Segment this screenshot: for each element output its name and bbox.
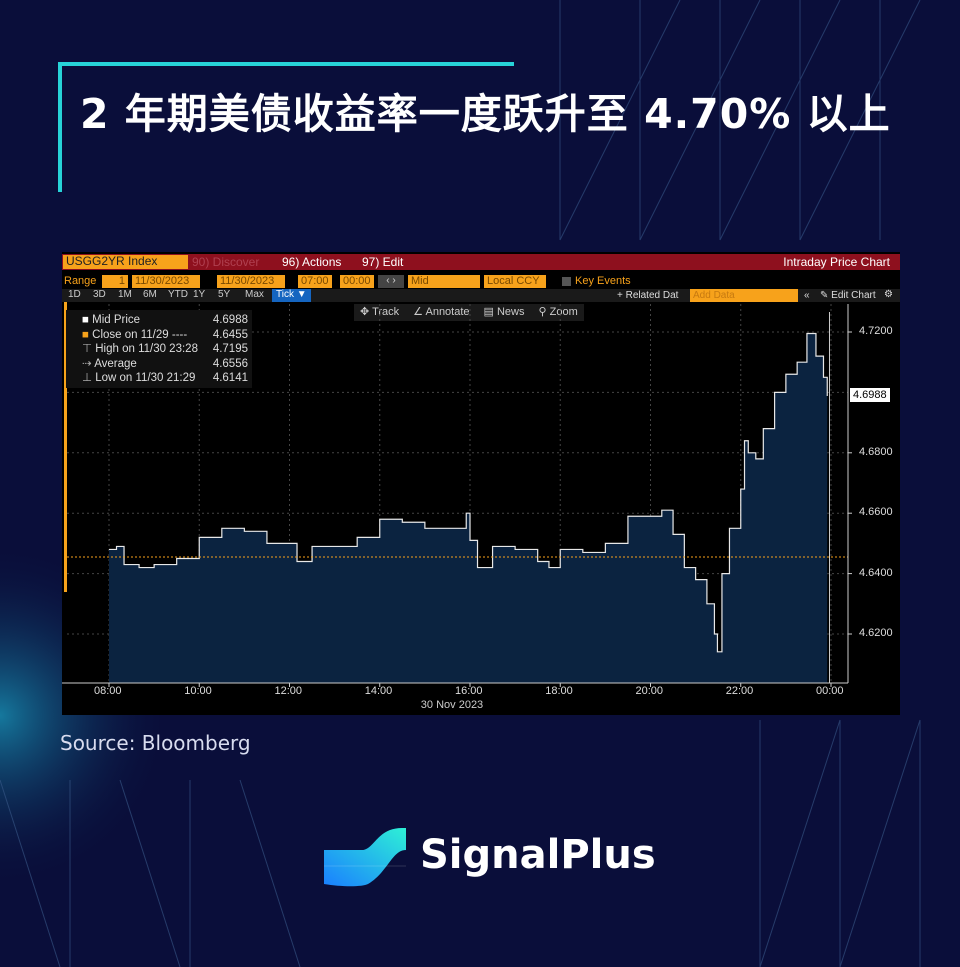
- date-label: 30 Nov 2023: [420, 699, 484, 711]
- legend-label: ⇢ Average: [82, 357, 137, 372]
- edit-menu[interactable]: 97) Edit: [362, 255, 404, 269]
- ticker-field[interactable]: USGG2YR Index: [63, 255, 188, 269]
- price-area: [109, 333, 828, 683]
- legend-label-text: Close on 11/29 ----: [92, 328, 188, 341]
- end-time-field[interactable]: 00:00: [340, 275, 374, 288]
- x-tick-label: 08:00: [94, 685, 122, 697]
- legend-label: ■ Close on 11/29 ----: [82, 328, 187, 343]
- x-tick-label: 16:00: [455, 685, 483, 697]
- add-data-input[interactable]: Add Data: [690, 289, 798, 302]
- legend-label-text: Average: [94, 357, 137, 370]
- price-type-select[interactable]: Mid: [408, 275, 480, 288]
- collapse-icon[interactable]: «: [804, 290, 810, 301]
- y-tick-label: 4.6400: [859, 566, 893, 579]
- key-events-label: Key Events: [575, 275, 631, 287]
- bloomberg-terminal-window: USGG2YR Index 90) Discover 96) Actions 9…: [62, 252, 900, 715]
- annotate-label: Annotate: [425, 306, 470, 318]
- legend-label: ⊥ Low on 11/30 21:29: [82, 371, 195, 386]
- period-button[interactable]: YTD: [168, 289, 188, 300]
- range-label: Range: [64, 275, 97, 287]
- period-button[interactable]: 1Y: [193, 289, 206, 300]
- legend-row: ⊥ Low on 11/30 21:29 4.6141: [82, 371, 248, 386]
- legend-row: ■ Close on 11/29 ---- 4.6455: [82, 328, 248, 343]
- x-tick-label: 22:00: [725, 685, 754, 697]
- legend-label-text: Mid Price: [92, 314, 141, 326]
- legend-value: 4.6988: [212, 314, 248, 326]
- legend-value: 4.6141: [212, 372, 248, 384]
- x-tick-label: 00:00: [816, 685, 844, 697]
- actions-menu[interactable]: 96) Actions: [282, 255, 342, 269]
- legend-row: ⊤ High on 11/30 23:28 4.7195: [82, 342, 248, 357]
- y-tick-label: 4.6800: [859, 445, 893, 458]
- legend-label: ■ Mid Price: [82, 313, 140, 328]
- annotate-tool[interactable]: ∠ Annotate: [413, 306, 470, 318]
- y-tick-label: 4.6200: [859, 627, 893, 639]
- legend-marker-icon: ⊤: [82, 343, 93, 355]
- news-label: News: [496, 306, 525, 318]
- discover-menu[interactable]: 90) Discover: [192, 255, 260, 269]
- zoom-tool[interactable]: ⚲ Zoom: [538, 306, 578, 318]
- legend-value: 4.7195: [212, 343, 248, 355]
- news-tool[interactable]: ▤ News: [483, 306, 525, 318]
- title-accent-bracket: [58, 62, 514, 192]
- title-bar: [62, 254, 900, 270]
- chart-tools: ✥ Track ∠ Annotate ▤ News ⚲ Zoom: [354, 304, 584, 321]
- range-count[interactable]: 1: [102, 275, 128, 288]
- legend-row: ■ Mid Price 4.6988: [82, 313, 248, 328]
- prev-next-arrows[interactable]: ‹ ›: [378, 275, 404, 288]
- x-tick-label: 20:00: [635, 685, 664, 697]
- period-buttons: 1D 3D 1M 6M YTD 1Y 5Y Max: [68, 289, 270, 300]
- x-tick-label: 18:00: [545, 685, 573, 697]
- settings-gear-icon[interactable]: ⚙: [884, 289, 893, 300]
- x-tick-label: 14:00: [364, 685, 393, 697]
- start-date-field[interactable]: 11/30/2023: [132, 275, 200, 288]
- end-date-field[interactable]: 11/30/2023: [217, 275, 285, 288]
- edit-chart-button[interactable]: ✎ Edit Chart: [820, 290, 876, 301]
- period-tick-selected[interactable]: Tick ▼: [272, 289, 311, 302]
- period-button[interactable]: Max: [245, 289, 264, 300]
- y-tick-label: 4.7200: [859, 325, 893, 337]
- period-button[interactable]: 6M: [143, 289, 157, 300]
- last-price-tag: 4.6988: [850, 388, 890, 403]
- currency-select[interactable]: Local CCY: [484, 275, 546, 288]
- period-button[interactable]: 3D: [93, 289, 106, 300]
- start-time-field[interactable]: 07:00: [298, 275, 332, 288]
- window-title: Intraday Price Chart: [783, 255, 890, 269]
- legend-value: 4.6455: [212, 328, 248, 341]
- page-title: 2 年期美债收益率一度跃升至 4.70% 以上: [80, 90, 891, 138]
- x-tick-label: 12:00: [274, 685, 303, 697]
- y-tick-label: 4.6600: [859, 506, 893, 519]
- track-tool[interactable]: ✥ Track: [360, 306, 400, 318]
- price-chart[interactable]: [62, 252, 900, 705]
- key-events-checkbox[interactable]: [562, 277, 571, 286]
- legend-marker-icon: ⇢: [82, 357, 92, 370]
- x-tick-label: 10:00: [184, 685, 212, 697]
- legend-label: ⊤ High on 11/30 23:28: [82, 342, 198, 357]
- price-line: [109, 332, 828, 653]
- edit-chart-label: Edit Chart: [831, 290, 876, 301]
- legend-marker-icon: ■: [82, 314, 89, 326]
- chart-legend: ■ Mid Price 4.6988 ■ Close on 11/29 ---- 4.…: [66, 310, 252, 388]
- signalplus-logo-icon: [324, 828, 406, 887]
- legend-label-text: High on 11/30 23:28: [95, 343, 198, 355]
- track-label: Track: [372, 306, 400, 318]
- legend-row: ⇢ Average 4.6556: [82, 357, 248, 372]
- related-data-button[interactable]: + Related Dat: [617, 290, 679, 301]
- brand-name: SignalPlus: [420, 832, 656, 878]
- legend-marker-icon: ⊥: [82, 372, 93, 384]
- range-start-marker: [64, 302, 67, 592]
- legend-marker-icon: ■: [82, 328, 89, 341]
- zoom-label: Zoom: [549, 306, 578, 318]
- period-button[interactable]: 1M: [118, 289, 132, 300]
- period-button[interactable]: 1D: [68, 289, 81, 300]
- source-caption: Source: Bloomberg: [60, 731, 251, 755]
- legend-label-text: Low on 11/30 21:29: [95, 372, 196, 384]
- legend-value: 4.6556: [212, 357, 248, 370]
- period-button[interactable]: 5Y: [218, 289, 231, 300]
